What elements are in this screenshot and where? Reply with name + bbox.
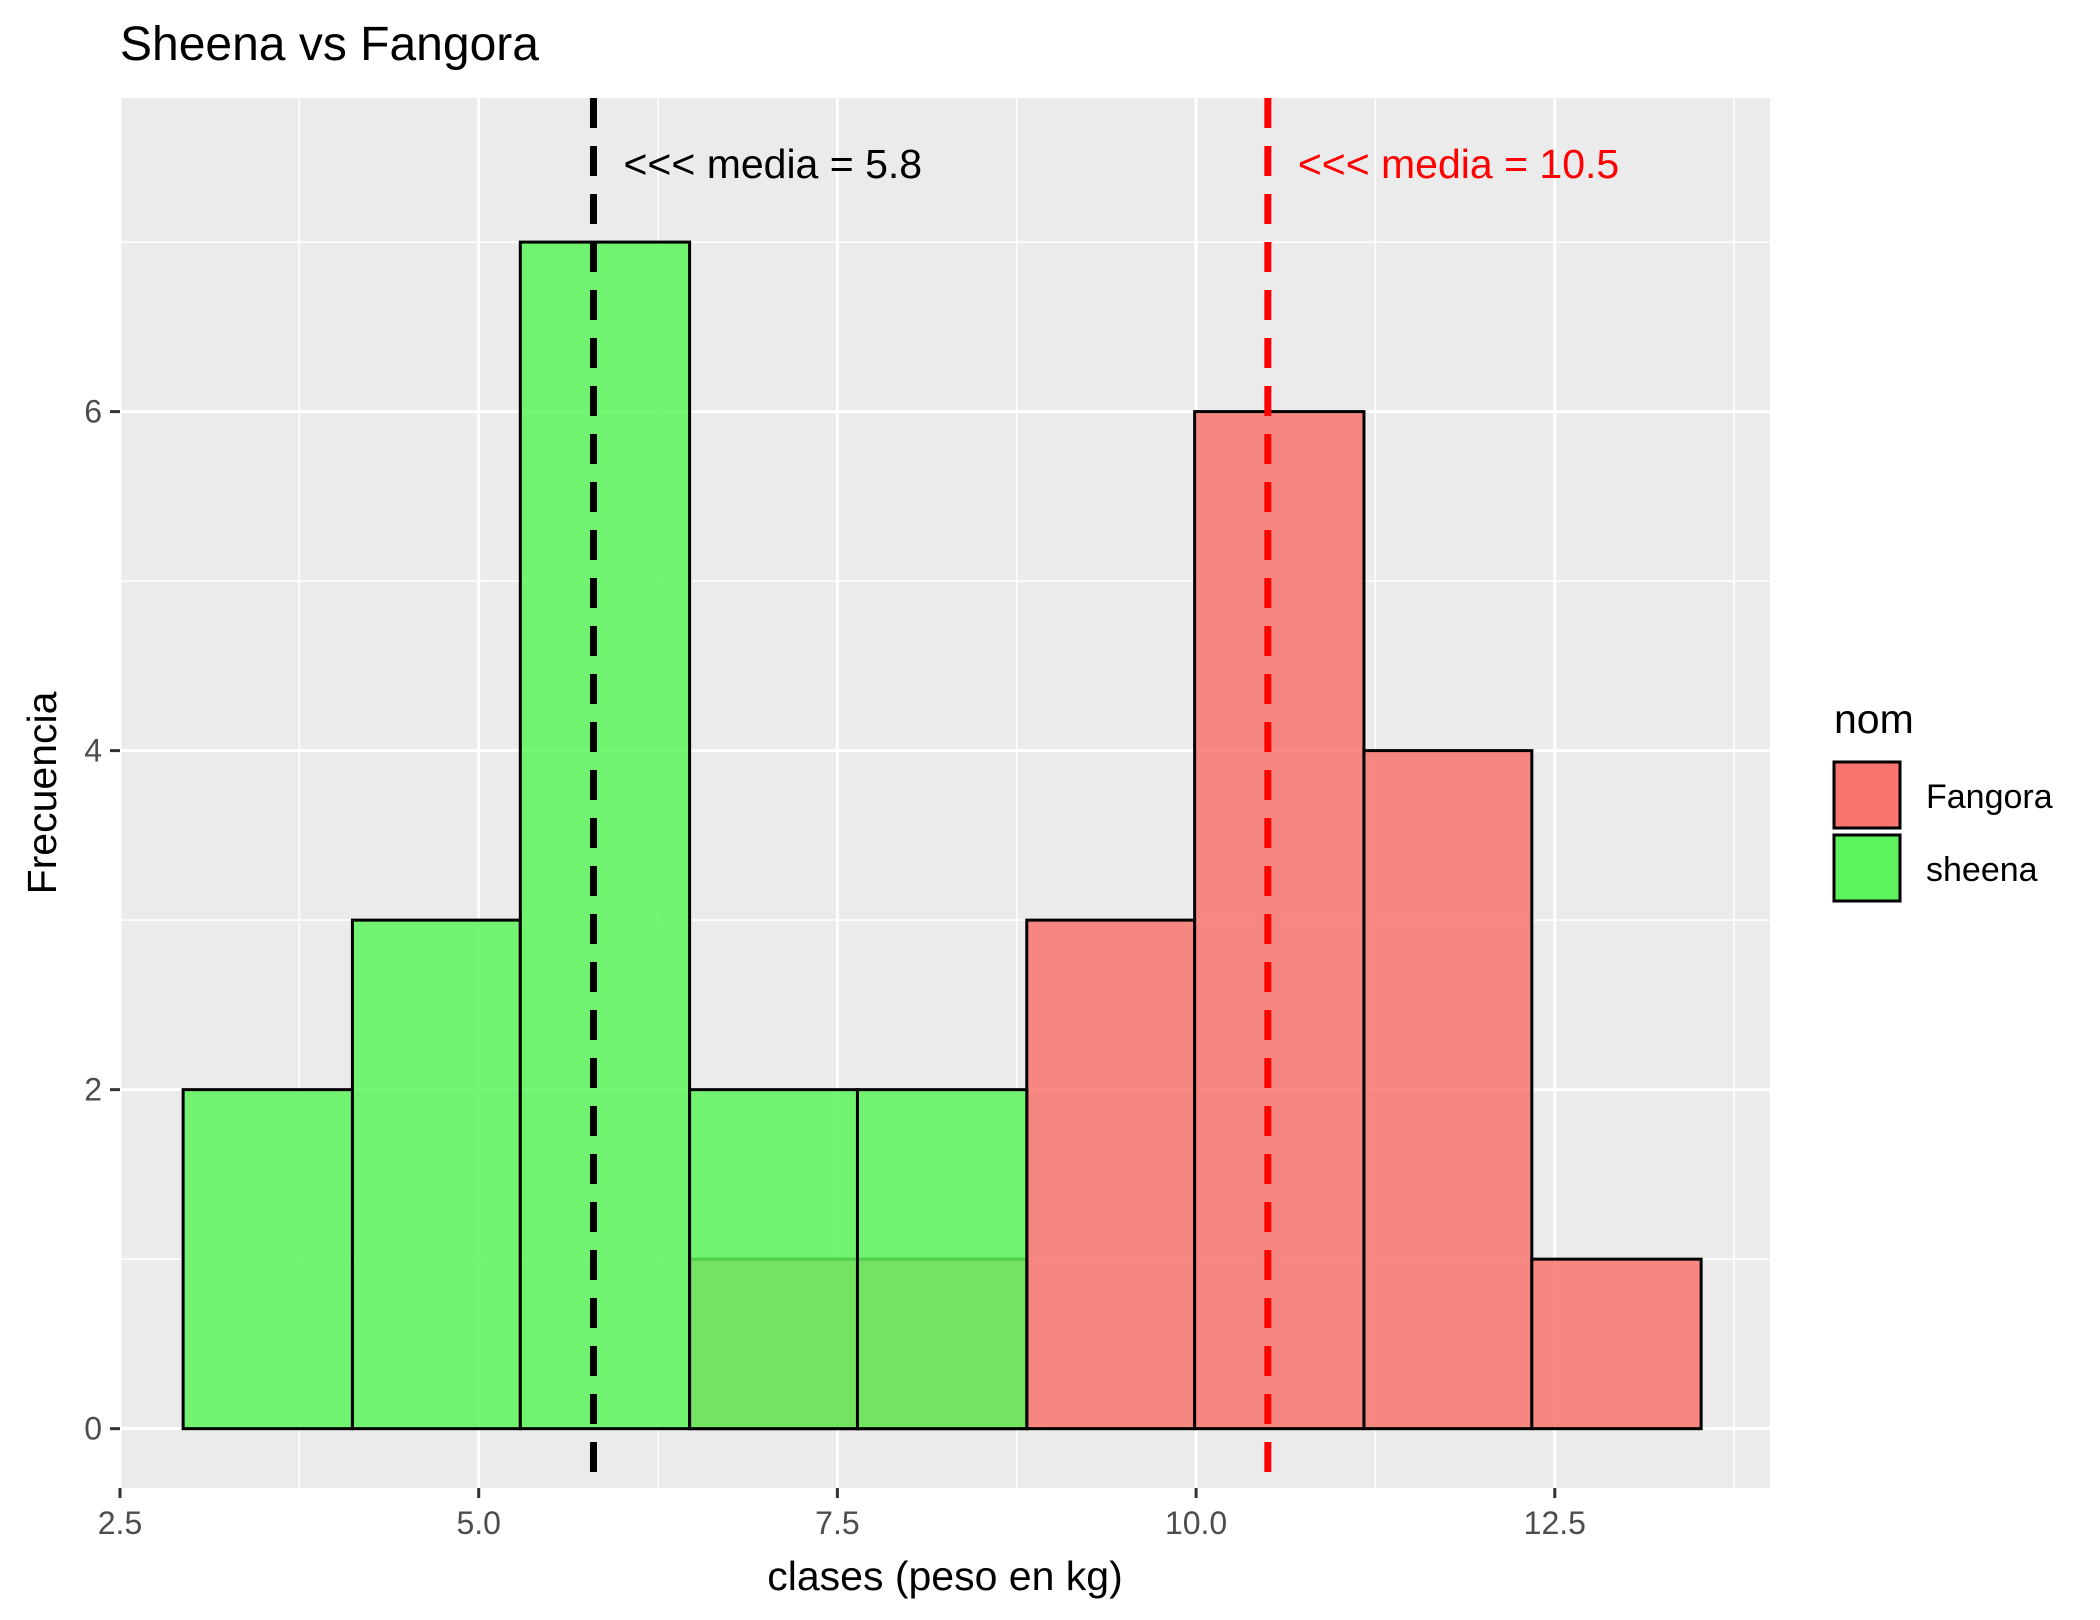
histogram-bars xyxy=(181,240,1703,1431)
x-tick-label: 10.0 xyxy=(1165,1505,1227,1541)
y-tick-label: 4 xyxy=(84,733,102,769)
chart-title: Sheena vs Fangora xyxy=(120,18,539,71)
legend-key-fangora xyxy=(1832,760,1902,830)
y-axis-label: Frecuencia xyxy=(19,691,65,894)
y-tick-label: 0 xyxy=(84,1411,102,1447)
legend-title: nom xyxy=(1834,696,1914,742)
bar-sheena xyxy=(855,1088,1029,1431)
bar-sheena xyxy=(688,1088,859,1431)
mean-annotation: <<< media = 10.5 xyxy=(1298,141,1619,187)
bar-fangora xyxy=(1530,1257,1703,1431)
bar-fangora xyxy=(1193,410,1366,1431)
mean-annotation: <<< media = 5.8 xyxy=(623,141,922,187)
x-tick-label: 12.5 xyxy=(1524,1505,1586,1541)
bar-sheena xyxy=(181,1088,354,1431)
bar-sheena xyxy=(518,240,692,1431)
y-tick-label: 6 xyxy=(84,394,102,430)
bar-fangora xyxy=(1362,749,1534,1431)
legend-label-fangora: Fangora xyxy=(1926,778,2053,816)
x-axis-label: clases (peso en kg) xyxy=(767,1553,1123,1599)
axis-ticks: 2.5 5.0 7.5 10.0 12.5 0 2 4 6 xyxy=(84,394,1586,1541)
x-tick-label: 5.0 xyxy=(456,1505,500,1541)
legend-label-sheena: sheena xyxy=(1926,851,2038,889)
x-tick-label: 2.5 xyxy=(98,1505,142,1541)
legend: nom Fangora sheena xyxy=(1832,696,2053,903)
y-tick-label: 2 xyxy=(84,1072,102,1108)
x-tick-label: 7.5 xyxy=(815,1505,859,1541)
mean-lines: <<< media = 5.8 <<< media = 10.5 xyxy=(589,98,1619,1488)
bar-sheena xyxy=(350,918,522,1431)
bar-fangora xyxy=(1025,918,1197,1431)
legend-key-sheena xyxy=(1832,833,1902,903)
